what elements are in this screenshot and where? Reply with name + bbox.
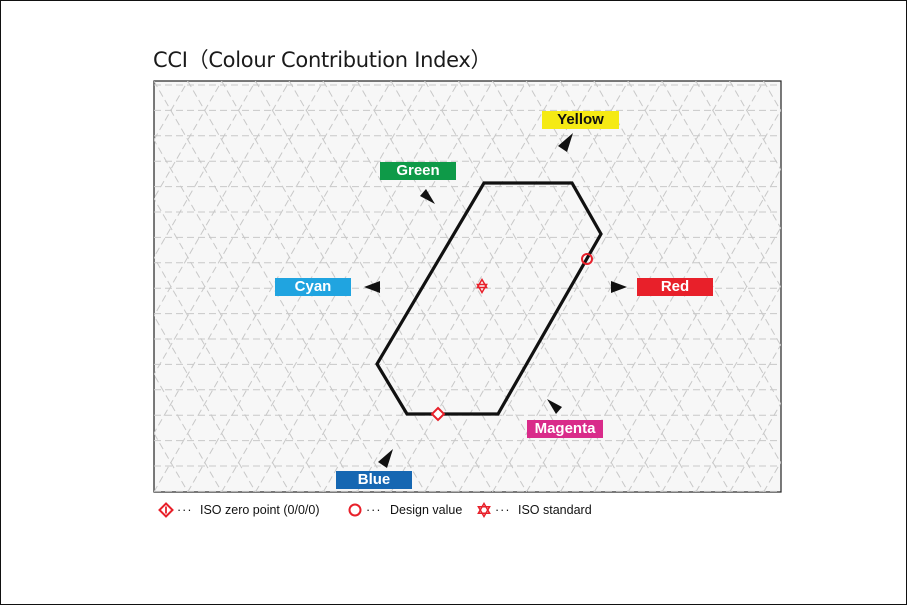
- label-magenta: Magenta: [527, 420, 603, 438]
- iso-standard-icon: [477, 502, 491, 518]
- iso-zero-point-icon: [158, 502, 174, 518]
- label-green: Green: [380, 162, 456, 180]
- cyan-arrow-icon: [364, 281, 380, 293]
- green-arrow-icon: [420, 189, 435, 204]
- label-blue: Blue: [336, 471, 412, 489]
- label-yellow: Yellow: [542, 111, 619, 129]
- cci-hexagon: [375, 181, 603, 416]
- iso-standard-marker: [476, 277, 488, 295]
- label-cyan: Cyan: [275, 278, 351, 296]
- legend-dots: ···: [177, 503, 193, 517]
- magenta-arrow-icon: [547, 399, 562, 414]
- legend-dots: ···: [366, 503, 382, 517]
- design-value-icon: [348, 503, 362, 517]
- legend-text-iso-standard: ISO standard: [518, 503, 592, 517]
- blue-arrow-icon: [378, 449, 393, 468]
- legend-text-iso-zero-point: ISO zero point (0/0/0): [200, 503, 320, 517]
- red-arrow-icon: [611, 281, 627, 293]
- diagram-title: CCI（Colour Contribution Index）: [153, 48, 492, 72]
- label-red: Red: [637, 278, 713, 296]
- legend-text-design-value: Design value: [390, 503, 463, 517]
- yellow-arrow-icon: [558, 133, 573, 152]
- iso-zero-point-marker: [430, 406, 446, 422]
- design-value-marker: [581, 253, 593, 265]
- legend-dots: ···: [495, 503, 511, 517]
